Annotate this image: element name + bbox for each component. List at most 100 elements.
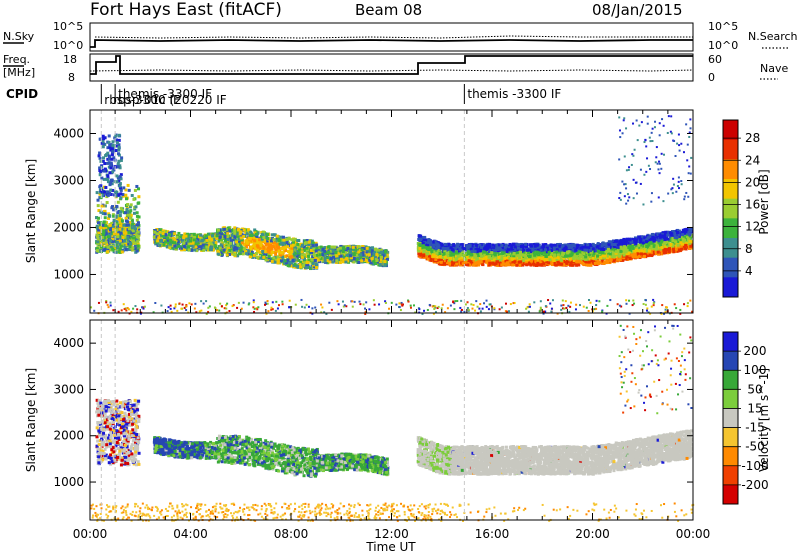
data-cell — [120, 229, 124, 233]
data-cell — [102, 177, 106, 181]
data-cell — [360, 259, 364, 263]
data-cell — [532, 246, 536, 250]
data-cell — [260, 237, 264, 241]
data-cell — [137, 195, 141, 199]
data-cell — [121, 194, 125, 198]
data-cell — [115, 204, 119, 208]
data-cell — [376, 255, 380, 259]
nsky-tick-top: 10^5 — [53, 20, 83, 33]
data-cell — [109, 248, 113, 252]
data-cell — [305, 246, 309, 250]
data-cell — [104, 185, 108, 189]
data-cell — [97, 154, 101, 158]
data-cell — [646, 242, 650, 246]
data-cell — [197, 235, 201, 239]
data-cell — [109, 235, 113, 239]
data-cell — [112, 225, 116, 229]
data-cell — [182, 244, 186, 248]
data-cell — [102, 231, 106, 235]
data-cell — [380, 262, 384, 266]
data-cell — [342, 246, 346, 250]
data-cell — [284, 249, 288, 253]
data-cell — [126, 238, 130, 242]
data-cell — [220, 244, 224, 248]
data-cell — [176, 240, 180, 244]
data-cell — [107, 226, 111, 230]
data-cell — [184, 234, 188, 238]
data-cell — [132, 224, 136, 228]
data-cell — [119, 192, 123, 196]
data-cell — [315, 246, 319, 250]
data-cell — [274, 257, 278, 261]
data-cell — [295, 264, 299, 268]
cpid-annotation: rbsp-01c (20220 IF — [113, 93, 227, 107]
data-cell — [239, 248, 243, 252]
data-cell — [106, 151, 110, 155]
data-cell — [375, 253, 379, 257]
data-cell — [340, 251, 344, 255]
data-cell — [237, 227, 241, 231]
data-cell — [305, 239, 309, 243]
data-cell — [232, 248, 236, 252]
data-cell — [265, 239, 269, 243]
data-cell — [270, 259, 274, 263]
data-cell — [173, 238, 177, 242]
data-cell — [111, 227, 115, 231]
data-cell — [126, 210, 130, 214]
data-cell — [211, 241, 215, 245]
data-cell — [346, 259, 350, 263]
data-cell — [136, 221, 140, 225]
data-cell — [136, 236, 140, 240]
data-cell — [241, 227, 245, 231]
data-cell — [285, 237, 289, 241]
data-cell — [187, 245, 191, 249]
data-cell — [273, 246, 277, 250]
data-cell — [99, 210, 103, 214]
data-cell — [278, 257, 282, 261]
data-cell — [111, 213, 115, 217]
data-cell — [598, 253, 602, 257]
data-cell — [298, 263, 302, 267]
data-cell — [429, 243, 433, 247]
data-cell — [252, 232, 256, 236]
data-cell — [237, 239, 241, 243]
data-cell — [569, 259, 573, 263]
data-cell — [136, 242, 140, 246]
data-cell — [159, 239, 163, 243]
data-cell — [268, 250, 272, 254]
data-cell — [102, 238, 106, 242]
data-cell — [220, 232, 224, 236]
data-cell — [279, 251, 283, 255]
data-cell — [342, 254, 346, 258]
data-cell — [314, 241, 318, 245]
data-cell — [239, 230, 243, 234]
data-cell — [118, 242, 122, 246]
data-cell — [126, 242, 130, 246]
data-cell — [310, 258, 314, 262]
data-cell — [199, 245, 203, 249]
data-cell — [202, 248, 206, 252]
data-cell — [244, 245, 248, 249]
data-cell — [132, 236, 136, 240]
data-cell — [165, 236, 169, 240]
data-cell — [255, 255, 259, 259]
data-cell — [114, 134, 118, 138]
data-cell — [257, 255, 261, 259]
data-cell — [192, 238, 196, 242]
data-cell — [112, 214, 116, 218]
data-cell — [191, 241, 195, 245]
data-cell — [235, 240, 239, 244]
data-cell — [305, 266, 309, 270]
data-cell — [126, 223, 130, 227]
data-cell — [344, 251, 348, 255]
data-cell — [119, 186, 123, 190]
data-cell — [166, 234, 170, 238]
data-cell — [262, 255, 266, 259]
data-cell — [183, 232, 187, 236]
data-cell — [210, 245, 214, 249]
data-cell — [248, 237, 252, 241]
data-cell — [648, 234, 652, 238]
data-cell — [193, 242, 197, 246]
data-cell — [296, 249, 300, 253]
data-cell — [137, 227, 141, 231]
